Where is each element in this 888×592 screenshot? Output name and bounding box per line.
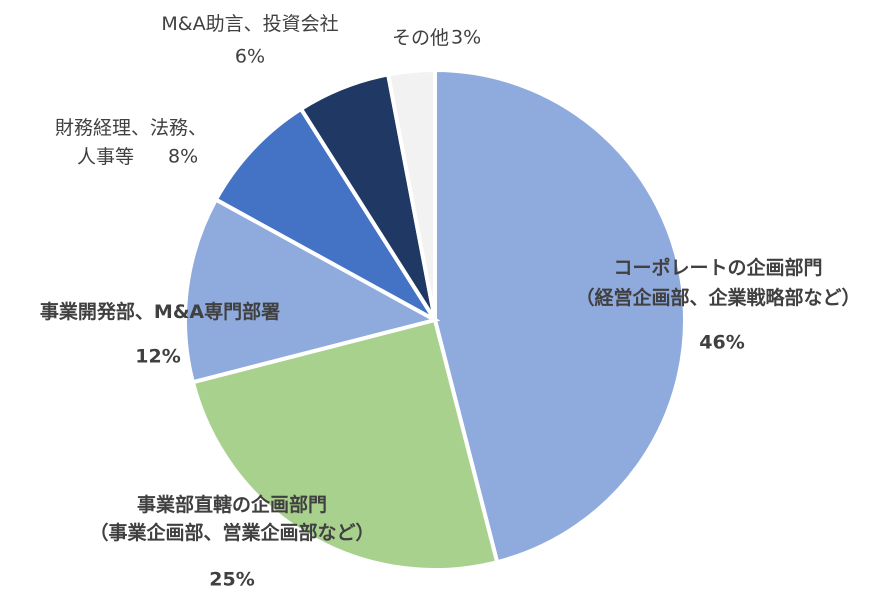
pie-slice <box>433 67 687 565</box>
pie-slice <box>385 67 437 321</box>
value-label: 12% <box>135 346 180 368</box>
slice-label: その他 <box>392 27 449 49</box>
slice-label: 事業部直轄の企画部門 （事業企画部、営業企画部など） <box>89 493 374 544</box>
label-line: （経営企画部、企業戦略部など） <box>575 286 860 309</box>
value-label: 6% <box>235 46 265 68</box>
label-line: 財務経理、法務、 <box>55 117 207 139</box>
slice-label: 財務経理、法務、人事等 <box>55 117 207 168</box>
label-line: コーポレートの企画部門 <box>613 256 822 279</box>
slice-label: M&A助言、投資会社 <box>161 13 338 35</box>
label-line: 人事等 <box>77 146 134 168</box>
label-line: （事業企画部、営業企画部など） <box>89 521 374 544</box>
value-label: 3% <box>451 27 481 49</box>
value-label: 8% <box>168 146 198 168</box>
slice-label: 事業開発部、M&A専門部署 <box>40 300 280 323</box>
label-line: その他 <box>392 27 449 49</box>
value-label: 25% <box>209 569 254 591</box>
pie-slice <box>183 196 441 385</box>
label-line: M&A助言、投資会社 <box>161 13 338 35</box>
value-label: 46% <box>699 332 744 354</box>
label-line: 事業開発部、M&A専門部署 <box>40 300 280 323</box>
label-line: 事業部直轄の企画部門 <box>137 493 327 516</box>
pie-slice <box>190 317 500 572</box>
slice-label: コーポレートの企画部門 （経営企画部、企業戦略部など） <box>575 256 860 309</box>
pie-slice <box>213 106 437 322</box>
